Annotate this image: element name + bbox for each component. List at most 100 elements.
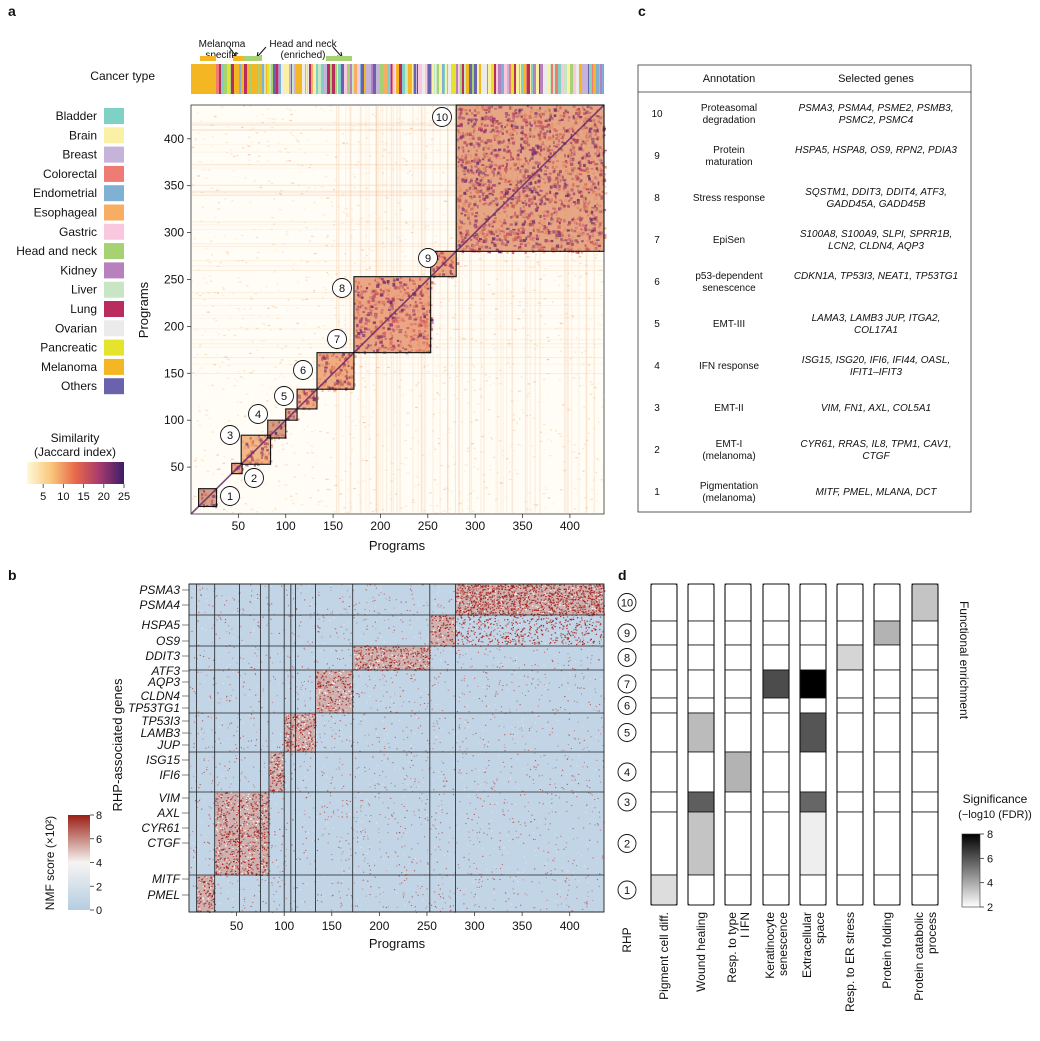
- similarity-cell: [345, 208, 349, 210]
- similarity-cell: [571, 183, 575, 187]
- similarity-cell: [317, 489, 320, 492]
- similarity-cell: [372, 411, 374, 413]
- cluster-label: 8: [339, 283, 345, 295]
- nmf-cell: [231, 898, 234, 900]
- similarity-cell: [577, 250, 580, 254]
- similarity-cell: [390, 498, 393, 500]
- similarity-cell: [517, 166, 520, 170]
- similarity-cell: [377, 300, 381, 304]
- similarity-cell: [284, 148, 288, 150]
- similarity-cell: [387, 287, 391, 290]
- similarity-cell: [249, 439, 253, 444]
- similarity-cell: [484, 115, 488, 118]
- similarity-cell: [398, 373, 401, 375]
- similarity-cell: [412, 337, 416, 341]
- similarity-cell: [470, 165, 473, 169]
- nmf-cell: [401, 882, 403, 884]
- similarity-cell: [506, 123, 509, 127]
- similarity-cell: [513, 164, 516, 167]
- cancer-type-cell: [411, 64, 412, 94]
- similarity-cell: [574, 275, 576, 277]
- nmf-cell: [404, 816, 406, 819]
- similarity-cell: [437, 437, 440, 440]
- cancer-type-cell: [521, 64, 523, 94]
- similarity-cell: [541, 316, 543, 318]
- nmf-cell: [598, 703, 601, 705]
- similarity-cell: [249, 308, 253, 310]
- nmf-cell: [337, 636, 339, 638]
- similarity-cell: [440, 184, 443, 186]
- similarity-cell: [552, 230, 556, 234]
- similarity-cell: [222, 388, 225, 390]
- similarity-cell: [543, 156, 546, 160]
- similarity-cell: [543, 232, 547, 235]
- similarity-cell: [433, 289, 435, 291]
- similarity-cell: [297, 395, 302, 399]
- cancer-type-cell: [211, 64, 214, 94]
- similarity-cell: [497, 141, 501, 145]
- similarity-cell: [460, 241, 464, 244]
- similarity-cell: [383, 150, 386, 152]
- similarity-cell: [368, 283, 372, 286]
- nmf-cell: [473, 665, 475, 667]
- similarity-cell: [324, 366, 328, 369]
- similarity-cell: [536, 151, 539, 154]
- similarity-cell: [215, 331, 218, 333]
- similarity-cell: [591, 160, 595, 164]
- similarity-cell: [252, 460, 256, 463]
- similarity-cell: [377, 347, 381, 351]
- similarity-cell: [333, 188, 335, 191]
- similarity-cell: [552, 142, 555, 145]
- similarity-cell: [399, 282, 403, 285]
- similarity-cell: [491, 512, 495, 514]
- similarity-cell: [590, 180, 594, 183]
- similarity-cell: [478, 183, 482, 186]
- nmf-cell: [201, 808, 203, 810]
- similarity-cell: [439, 255, 442, 258]
- similarity-cell: [528, 132, 532, 136]
- similarity-cell: [462, 149, 465, 153]
- similarity-cell: [434, 273, 437, 277]
- similarity-cell: [291, 499, 293, 502]
- similarity-cell: [274, 437, 276, 442]
- similarity-cell: [192, 191, 196, 194]
- similarity-cell: [323, 287, 326, 289]
- similarity-cell: [198, 465, 201, 467]
- cancer-type-cell: [501, 64, 504, 94]
- similarity-cell: [409, 339, 412, 344]
- similarity-cell: [527, 161, 530, 165]
- table-rhp-number: 2: [654, 445, 660, 456]
- similarity-cell: [582, 201, 586, 203]
- similarity-cell: [399, 350, 402, 353]
- similarity-cell: [536, 301, 539, 303]
- similarity-cell: [210, 384, 214, 386]
- similarity-cell: [226, 511, 228, 513]
- similarity-cell: [326, 432, 329, 434]
- similarity-cell: [260, 384, 264, 386]
- similarity-cell: [492, 382, 495, 384]
- similarity-cell: [204, 353, 208, 356]
- similarity-cell: [393, 424, 396, 426]
- similarity-cell: [209, 511, 212, 513]
- similarity-cell: [365, 254, 368, 257]
- similarity-streak: [191, 190, 604, 192]
- nmf-cell: [459, 695, 462, 697]
- similarity-cell: [558, 199, 562, 202]
- similarity-cell: [264, 131, 267, 133]
- similarity-cell: [528, 117, 532, 119]
- similarity-cell: [518, 158, 522, 161]
- cancer-type-cell: [504, 64, 507, 94]
- similarity-cell: [547, 213, 550, 217]
- similarity-cell: [552, 127, 554, 130]
- similarity-cell: [290, 113, 293, 116]
- cancer-type-label: Cancer type: [90, 69, 155, 83]
- similarity-cell: [537, 213, 540, 217]
- similarity-cell: [479, 230, 482, 235]
- similarity-cell: [387, 293, 390, 296]
- similarity-cell: [478, 175, 481, 178]
- similarity-cell: [206, 311, 210, 313]
- similarity-cell: [541, 143, 545, 146]
- similarity-cell: [504, 161, 508, 165]
- similarity-cell: [313, 361, 316, 363]
- similarity-cell: [334, 433, 338, 435]
